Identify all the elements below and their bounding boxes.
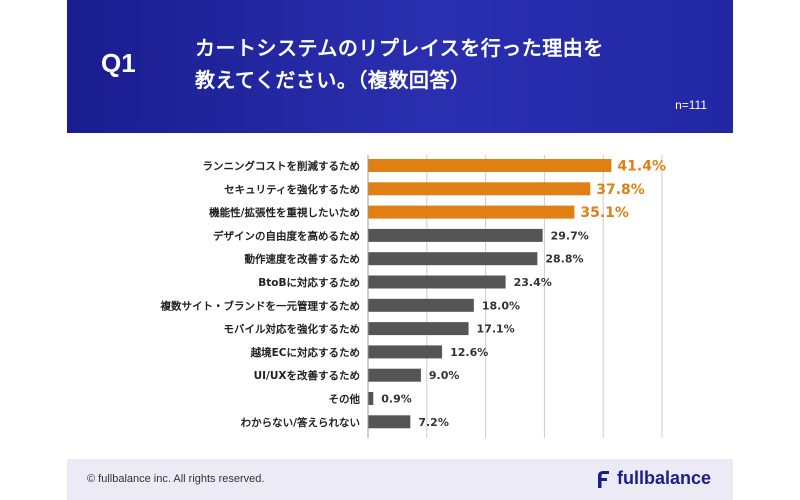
category-label: モバイル対応を強化するため — [224, 323, 361, 336]
value-label: 35.1% — [580, 205, 629, 221]
bar — [368, 205, 575, 219]
value-label: 18.0% — [482, 299, 520, 312]
category-label: UI/UXを改善するため — [254, 369, 360, 382]
value-label: 7.2% — [418, 416, 449, 429]
category-label: わからない/答えられない — [241, 416, 360, 429]
bar — [368, 159, 612, 172]
sample-size: n=111 — [675, 98, 707, 112]
bar — [368, 252, 538, 266]
value-label: 23.4% — [514, 276, 552, 289]
value-label: 0.9% — [381, 393, 412, 406]
category-label: BtoBに対応するため — [258, 276, 360, 289]
bar — [368, 322, 469, 336]
value-label: 37.8% — [596, 182, 645, 198]
category-label: その他 — [329, 393, 361, 406]
bar — [368, 345, 443, 359]
logo-text: fullbalance — [616, 468, 711, 488]
bar-chart: ランニングコストを削減するため 41.4% セキュリティを強化するため 37.8% 機能… — [160, 155, 666, 438]
brand-logo: fullbalance — [593, 468, 711, 489]
category-label: デザインの自由度を高めるため — [213, 229, 360, 242]
value-label: 9.0% — [429, 369, 460, 382]
value-label: 12.6% — [450, 346, 488, 359]
bar — [368, 298, 474, 312]
bar — [368, 228, 543, 242]
category-label: セキュリティを強化するため — [224, 183, 360, 196]
value-label: 29.7% — [551, 229, 589, 242]
bar — [368, 182, 591, 196]
question-text: カートシステムのリプレイスを行った理由を 教えてください。（複数回答） — [195, 32, 705, 96]
value-label: 41.4% — [617, 159, 666, 175]
category-label: 複数サイト・ブランドを一元管理するため — [160, 299, 361, 312]
bar — [368, 275, 506, 289]
category-label: ランニングコストを削減するため — [203, 160, 361, 173]
category-label: 越境ECに対応するため — [250, 346, 360, 359]
copyright: © fullbalance inc. All rights reserved. — [87, 473, 265, 485]
bar — [368, 368, 421, 382]
logo-icon — [597, 470, 609, 488]
value-label: 17.1% — [477, 323, 515, 336]
footer: © fullbalance inc. All rights reserved. … — [67, 459, 733, 500]
question-header: Q1 カートシステムのリプレイスを行った理由を 教えてください。（複数回答） n… — [67, 0, 733, 133]
category-label: 機能性/拡張性を重視したいため — [209, 206, 360, 219]
question-line-2: 教えてください。（複数回答） — [195, 68, 471, 92]
bar — [368, 415, 411, 429]
question-number: Q1 — [101, 48, 136, 78]
value-label: 28.8% — [545, 253, 583, 266]
bar — [368, 392, 374, 405]
question-line-1: カートシステムのリプレイスを行った理由を — [195, 36, 604, 60]
category-label: 動作速度を改善するため — [245, 253, 361, 266]
